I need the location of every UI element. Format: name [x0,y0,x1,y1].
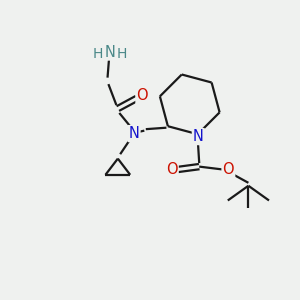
Text: H: H [116,47,127,61]
Text: N: N [104,44,115,59]
Text: O: O [223,162,234,177]
Text: O: O [166,162,178,177]
Text: O: O [136,88,148,104]
Text: N: N [193,129,204,144]
Text: N: N [129,126,140,141]
Text: H: H [93,47,103,61]
